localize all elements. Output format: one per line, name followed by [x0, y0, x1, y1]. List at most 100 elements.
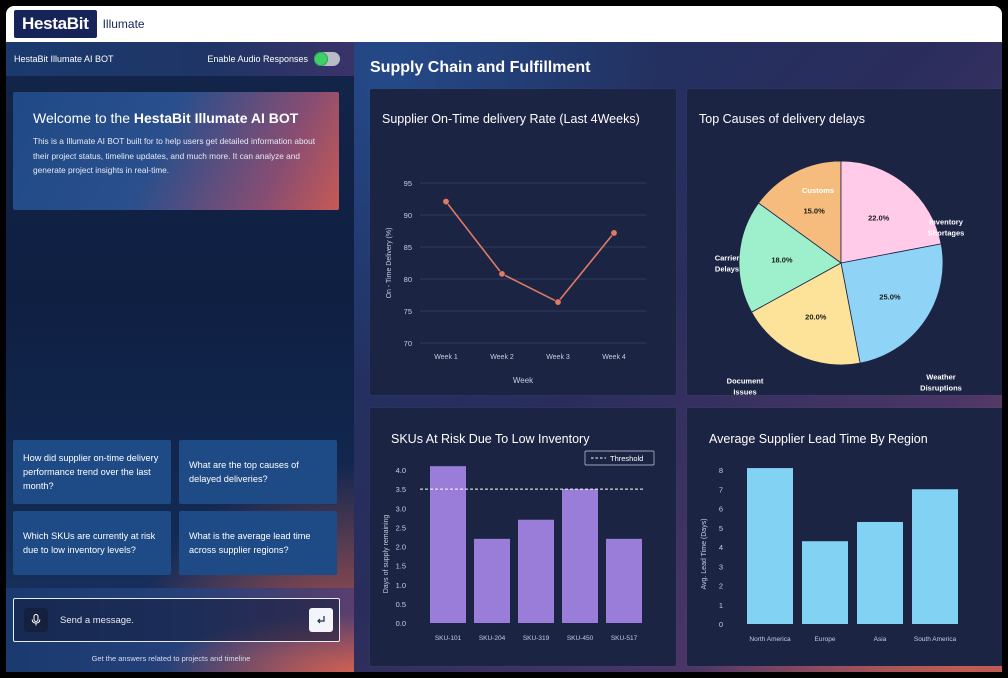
x-tick-label: SKU-450: [567, 635, 594, 642]
slice-value-label: 20.0%: [805, 313, 827, 322]
y-tick-label: 7: [719, 485, 723, 494]
x-axis-label: Week: [513, 376, 534, 385]
suggestion-delay-causes[interactable]: What are the top causes of delayed deliv…: [179, 440, 337, 504]
microphone-button[interactable]: [24, 608, 48, 632]
slice-value-label: 15.0%: [804, 206, 826, 215]
y-tick-label: 1: [719, 601, 723, 610]
audio-toggle-label: Enable Audio Responses: [207, 54, 308, 64]
slice-category-label: Weather: [926, 373, 956, 382]
y-tick-label: 1.5: [396, 562, 406, 571]
bar: [518, 519, 554, 623]
y-tick-label: 0: [719, 620, 723, 629]
pie-chart-card: 15.0% Customs 22.0% Inventory Shortages 25.0%…: [687, 89, 1002, 395]
legend-label: Threshold: [610, 454, 643, 463]
bar: [606, 538, 642, 623]
line-chart-card: 70 75 80 85 90 95 Week 1 Week 2 Week 3 Week 4 Week…: [370, 89, 676, 395]
x-tick-label: SKU-204: [479, 635, 506, 642]
y-tick-label: 90: [404, 211, 412, 220]
line-chart-title: Supplier On-Time delivery Rate (Last 4We…: [382, 112, 640, 126]
y-tick-label: 95: [404, 179, 412, 188]
x-tick-label: Week 4: [602, 354, 626, 361]
data-point: [442, 198, 450, 206]
lead-time-chart: 0 1 2 3 4 5 6 7 8 Avg. Lead Time (Days) North Amer…: [701, 466, 958, 643]
on-time-delivery-chart: 70 75 80 85 90 95 Week 1 Week 2 Week 3 Week 4 Week…: [386, 179, 646, 385]
slice-weather-disruptions: [840, 243, 944, 364]
x-tick-label: SKU-517: [611, 635, 638, 642]
y-tick-label: 2.0: [396, 543, 406, 552]
y-axis-label: Days of supply remaining: [383, 515, 390, 594]
y-tick-label: 75: [404, 307, 412, 316]
slice-inventory-shortages: [840, 160, 942, 264]
bar: [857, 521, 903, 624]
suggestion-lead-time[interactable]: What is the average lead time across sup…: [179, 511, 337, 575]
slice-category-label: Issues: [733, 388, 756, 396]
slice-category-label: Disruptions: [920, 384, 962, 393]
audio-toggle[interactable]: [314, 52, 340, 66]
x-tick-label: Europe: [815, 636, 836, 643]
suggestion-delivery-trend[interactable]: How did supplier on-time delivery perfor…: [13, 440, 171, 504]
suggestion-text: How did supplier on-time delivery perfor…: [23, 453, 159, 491]
slice-value-label: 25.0%: [879, 292, 901, 301]
x-tick-label: Week 3: [546, 354, 570, 361]
y-tick-label: 2: [719, 582, 723, 591]
enter-icon: [317, 616, 325, 624]
delay-causes-chart: 15.0% Customs 22.0% Inventory Shortages 25.0%…: [715, 160, 964, 396]
app-logo[interactable]: HestaBit: [14, 10, 97, 38]
y-tick-label: 3: [719, 562, 723, 571]
message-box: [13, 598, 340, 642]
slice-document-issues: [751, 262, 861, 366]
bar: [474, 538, 510, 623]
welcome-heading-prefix: Welcome to the: [33, 110, 134, 126]
slice-carrier-delays: [738, 202, 842, 313]
y-tick-label: 4.0: [396, 466, 406, 475]
message-composer: Get the answers related to projects and …: [6, 588, 354, 672]
data-point: [610, 229, 618, 237]
bar: [802, 541, 848, 624]
toggle-knob: [314, 52, 328, 66]
bar: [747, 468, 793, 624]
slice-value-label: 22.0%: [868, 213, 890, 222]
suggestion-skus-at-risk[interactable]: Which SKUs are currently at risk due to …: [13, 511, 171, 575]
lead-time-chart-card: 0 1 2 3 4 5 6 7 8 Avg. Lead Time (Days) North Amer…: [687, 408, 1002, 666]
x-tick-label: South America: [914, 636, 957, 643]
chat-sidebar: HestaBit Illumate AI BOT Enable Audio Re…: [6, 42, 354, 672]
dashboard-panel: Supply Chain and Fulfillment 70 75 80 85 90 9…: [354, 42, 1002, 672]
suggestion-text: Which SKUs are currently at risk due to …: [23, 531, 156, 555]
sku-risk-chart: 0.0 0.5 1.0 1.5 2.0 2.5 3.0 3.5 4.0 Days of suppl…: [383, 450, 655, 642]
x-tick-label: SKU-319: [523, 635, 550, 642]
y-tick-label: 1.0: [396, 581, 406, 590]
sku-bar-chart-card: 0.0 0.5 1.0 1.5 2.0 2.5 3.0 3.5 4.0 Days of suppl…: [370, 408, 676, 666]
footer-hint: Get the answers related to projects and …: [91, 654, 251, 663]
pie-chart-title: Top Causes of delivery delays: [699, 112, 866, 126]
legend-box: [584, 450, 655, 466]
x-tick-label: North America: [749, 636, 791, 643]
bot-title: HestaBit Illumate AI BOT: [14, 54, 114, 64]
y-tick-label: 6: [719, 505, 723, 514]
send-button[interactable]: [309, 608, 333, 632]
message-input[interactable]: [60, 614, 309, 626]
slice-category-label: Inventory: [929, 218, 964, 227]
slice-value-label: 18.0%: [771, 255, 793, 264]
x-tick-label: Week 2: [490, 354, 514, 361]
lead-time-chart-title: Average Supplier Lead Time By Region: [709, 432, 928, 446]
x-tick-label: Asia: [874, 636, 887, 643]
slice-customs: [757, 160, 842, 264]
y-tick-label: 4: [719, 543, 723, 552]
y-tick-label: 0.5: [396, 600, 406, 609]
top-bar: HestaBit Illumate: [6, 6, 1002, 42]
y-tick-label: 70: [404, 339, 412, 348]
slice-category-label: Document: [727, 377, 764, 386]
x-tick-label: Week 1: [434, 354, 458, 361]
slice-category-label: Carrier: [715, 254, 740, 263]
welcome-heading: Welcome to the HestaBit Illumate AI BOT: [33, 110, 319, 126]
bar: [430, 466, 466, 623]
y-tick-label: 5: [719, 524, 723, 533]
data-point: [498, 270, 506, 278]
sku-chart-title: SKUs At Risk Due To Low Inventory: [391, 432, 590, 446]
series-line: [445, 201, 615, 304]
y-tick-label: 80: [404, 275, 412, 284]
y-axis-label: Avg. Lead Time (Days): [701, 518, 708, 589]
slice-category-label: Customs: [802, 186, 834, 195]
y-axis-label: On - Time Delivery (%): [386, 228, 393, 299]
